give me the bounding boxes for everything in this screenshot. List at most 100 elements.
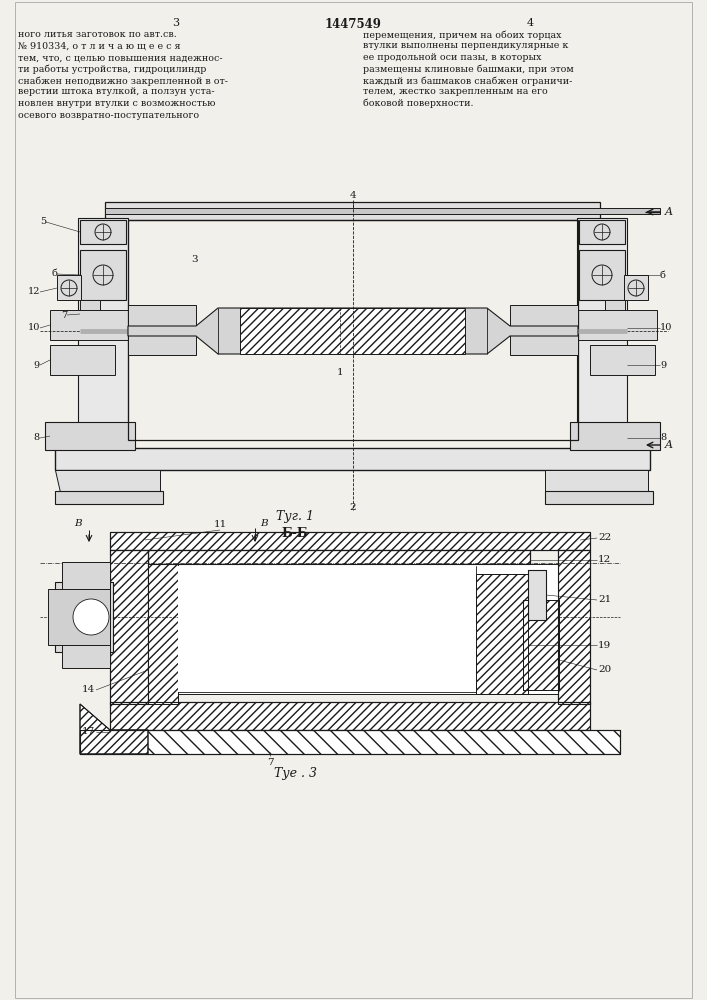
Text: ти работы устройства, гидроцилиндр: ти работы устройства, гидроцилиндр bbox=[18, 64, 206, 74]
Text: 19: 19 bbox=[598, 641, 612, 650]
Bar bbox=[55, 582, 113, 652]
Bar bbox=[148, 564, 178, 704]
Bar bbox=[605, 300, 625, 328]
Bar bbox=[528, 570, 546, 620]
Text: снабжен неподвижно закрепленной в от-: снабжен неподвижно закрепленной в от- bbox=[18, 76, 228, 86]
Text: верстии штока втулкой, а ползун уста-: верстии штока втулкой, а ползун уста- bbox=[18, 88, 215, 97]
Bar bbox=[579, 250, 625, 300]
Text: новлен внутри втулки с возможностью: новлен внутри втулки с возможностью bbox=[18, 99, 216, 108]
Text: 8: 8 bbox=[34, 434, 40, 442]
Bar bbox=[476, 574, 528, 694]
Bar bbox=[558, 550, 590, 704]
Bar bbox=[528, 570, 546, 620]
Bar bbox=[80, 220, 126, 244]
Bar bbox=[105, 202, 600, 220]
Bar bbox=[510, 305, 578, 355]
Bar bbox=[57, 275, 81, 300]
Text: б: б bbox=[660, 270, 666, 279]
Bar bbox=[105, 208, 660, 214]
Text: втулки выполнены перпендикулярные к: втулки выполнены перпендикулярные к bbox=[363, 41, 568, 50]
Text: перемещения, причем на обоих торцах: перемещения, причем на обоих торцах bbox=[363, 30, 561, 39]
Bar bbox=[579, 220, 625, 244]
Polygon shape bbox=[128, 308, 578, 354]
Bar bbox=[148, 550, 530, 564]
Text: 9: 9 bbox=[660, 360, 666, 369]
Text: 21: 21 bbox=[598, 595, 612, 604]
Text: 20: 20 bbox=[598, 666, 612, 674]
Text: 17: 17 bbox=[82, 728, 95, 736]
Bar bbox=[80, 300, 100, 328]
Bar bbox=[45, 422, 135, 450]
Bar bbox=[577, 218, 627, 448]
Bar bbox=[50, 310, 130, 340]
Text: ее продольной оси пазы, в которых: ее продольной оси пазы, в которых bbox=[363, 53, 542, 62]
Bar bbox=[148, 550, 530, 564]
Text: 4: 4 bbox=[350, 191, 356, 200]
Text: A: A bbox=[665, 207, 673, 217]
Text: Τуе . 3: Τуе . 3 bbox=[274, 767, 317, 780]
Bar bbox=[80, 250, 126, 300]
Text: 12: 12 bbox=[28, 288, 40, 296]
Text: осевого возвратно-поступательного: осевого возвратно-поступательного bbox=[18, 110, 199, 119]
Bar bbox=[148, 564, 558, 694]
Bar bbox=[128, 220, 578, 440]
Bar bbox=[110, 532, 590, 550]
Bar bbox=[523, 600, 559, 690]
Polygon shape bbox=[240, 308, 465, 354]
Polygon shape bbox=[545, 470, 648, 492]
Bar bbox=[78, 218, 128, 448]
Text: б: б bbox=[51, 269, 57, 278]
Bar bbox=[110, 702, 590, 730]
Text: В: В bbox=[260, 519, 268, 528]
Text: 3: 3 bbox=[192, 255, 198, 264]
Text: телем, жестко закрепленным на его: телем, жестко закрепленным на его bbox=[363, 88, 548, 97]
Text: 5: 5 bbox=[40, 218, 46, 227]
Bar bbox=[110, 532, 590, 550]
Bar bbox=[62, 562, 110, 668]
Text: 9: 9 bbox=[34, 360, 40, 369]
Text: 1: 1 bbox=[337, 368, 344, 377]
Bar bbox=[50, 345, 115, 375]
Text: A: A bbox=[665, 440, 673, 450]
Text: 10: 10 bbox=[660, 324, 672, 332]
Bar bbox=[110, 550, 148, 704]
Bar bbox=[128, 305, 196, 355]
Bar bbox=[590, 345, 655, 375]
Circle shape bbox=[73, 599, 109, 635]
Text: боковой поверхности.: боковой поверхности. bbox=[363, 99, 474, 108]
Text: 2: 2 bbox=[350, 503, 356, 512]
Bar bbox=[110, 550, 148, 704]
Text: ного литья заготовок по авт.св.: ного литья заготовок по авт.св. bbox=[18, 30, 177, 39]
Text: 7: 7 bbox=[61, 310, 67, 320]
Text: 7: 7 bbox=[267, 758, 274, 767]
Bar bbox=[80, 730, 620, 754]
Text: 11: 11 bbox=[214, 520, 227, 529]
Bar bbox=[148, 564, 178, 704]
Text: размещены клиновые башмаки, при этом: размещены клиновые башмаки, при этом bbox=[363, 64, 574, 74]
Bar bbox=[178, 566, 476, 692]
Bar bbox=[55, 448, 650, 470]
Bar bbox=[545, 491, 653, 504]
Bar bbox=[80, 730, 620, 754]
Bar bbox=[55, 491, 163, 504]
Text: 10: 10 bbox=[28, 324, 40, 332]
Text: каждый из башмаков снабжен ограничи-: каждый из башмаков снабжен ограничи- bbox=[363, 76, 573, 86]
Polygon shape bbox=[80, 704, 148, 754]
Text: 1447549: 1447549 bbox=[325, 18, 382, 31]
Bar bbox=[577, 310, 657, 340]
Text: 22: 22 bbox=[598, 534, 612, 542]
Text: 4: 4 bbox=[527, 18, 534, 28]
Bar bbox=[476, 574, 528, 694]
Text: В: В bbox=[74, 519, 82, 528]
Bar bbox=[48, 589, 110, 645]
Text: тем, что, с целью повышения надежнос-: тем, что, с целью повышения надежнос- bbox=[18, 53, 223, 62]
Text: 12: 12 bbox=[598, 556, 612, 564]
Bar bbox=[240, 308, 465, 354]
Text: 8: 8 bbox=[660, 434, 666, 442]
Bar bbox=[523, 600, 559, 690]
Polygon shape bbox=[55, 470, 160, 492]
Bar bbox=[570, 422, 660, 450]
Text: Б-Б: Б-Б bbox=[281, 527, 308, 540]
Text: 14: 14 bbox=[82, 686, 95, 694]
Bar bbox=[110, 702, 590, 730]
